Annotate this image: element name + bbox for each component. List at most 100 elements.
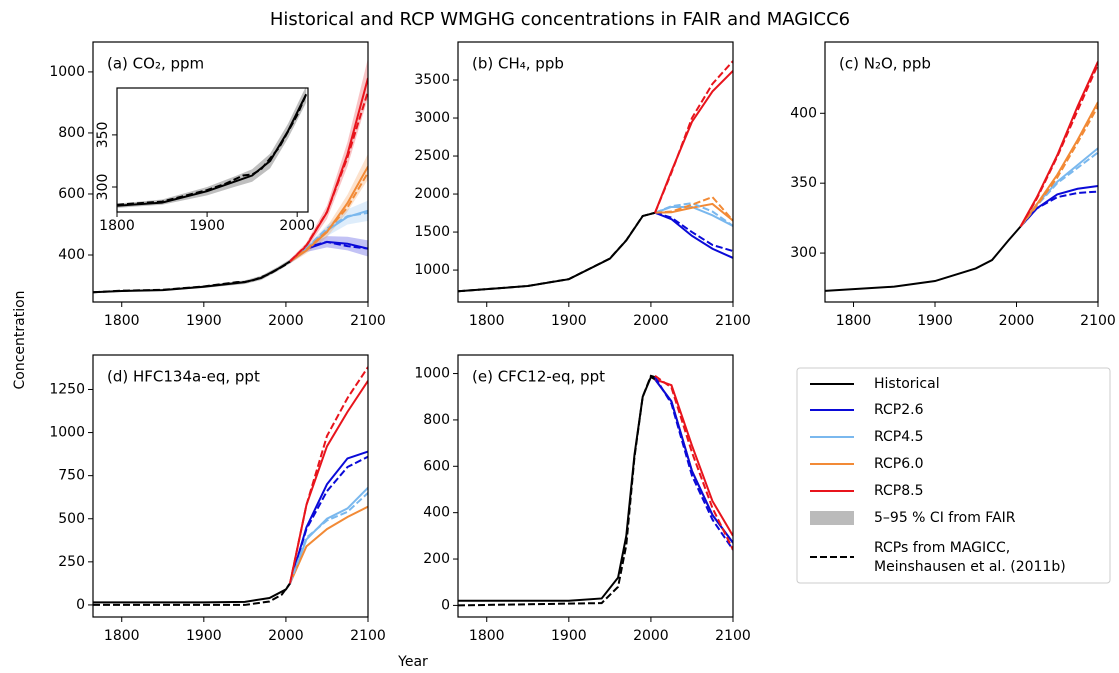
y-tick-label: 2500 [414,148,450,164]
x-tick-label: 1800 [104,628,140,644]
line [289,450,368,584]
line [289,505,368,584]
dashed-line [1019,105,1098,228]
y-tick-label: 200 [423,551,450,567]
frame [824,41,1099,303]
y-tick-label: 1250 [49,381,85,397]
y-tick-label: 3500 [414,72,450,88]
y-tick-label: 250 [58,554,85,570]
y-tick-label: 350 [790,175,817,191]
y-tick-label: 800 [58,125,85,141]
x-tick-label: 2100 [715,313,751,329]
y-tick-label: 1000 [414,366,450,382]
y-tick-label: 400 [790,105,817,121]
y-tick-label: 800 [423,412,450,428]
dashed-line [289,172,368,263]
plot-lines [825,61,1098,292]
dashed-line [289,366,368,584]
panel-title: (d) HFC134a-eq, ppt [107,368,260,386]
y-tick-label: 2000 [414,186,450,202]
panel-title: (a) CO₂, ppm [107,55,204,73]
dashed-line [117,93,308,206]
y-axis-label: Concentration [12,290,28,389]
panel-title: (e) CFC12-eq, ppt [472,368,605,386]
ci-band [93,259,291,293]
dashed-line [1019,63,1098,228]
dashed-line [654,375,733,551]
legend-label: Meinshausen et al. (2011b) [874,559,1066,575]
plot-area [458,355,733,617]
y-tick-label: 300 [790,245,817,261]
legend-label: RCP4.5 [874,429,924,445]
legend-label: RCP2.6 [874,402,924,418]
y-tick-label: 0 [441,597,450,613]
x-tick-label: 1800 [469,628,505,644]
line [654,70,733,214]
plot-area [825,42,1098,302]
x-tick-label: 2000 [268,628,304,644]
plot-lines [458,374,733,607]
line [1019,101,1098,228]
plot-lines [458,60,733,293]
x-tick-label: 1900 [551,628,587,644]
y-tick-label: 0 [76,597,85,613]
x-tick-label: 2100 [350,313,386,329]
dashed-line [1019,151,1098,228]
legend-label: RCPs from MAGICC, [874,540,1010,556]
frame [92,41,369,303]
y-tick-label: 400 [58,247,85,263]
x-tick-label: 2000 [999,313,1035,329]
y-tick-label: 300 [95,174,111,201]
dashed-line [289,91,368,263]
dashed-line [93,582,291,606]
plot-area [93,355,368,617]
legend-label: Historical [874,376,940,392]
dashed-line [654,376,733,551]
panel-title: (c) N₂O, ppb [839,55,931,73]
plot-lines [93,58,368,294]
line [825,225,1022,292]
x-tick-label: 1800 [104,313,140,329]
legend-box [796,367,1111,584]
legend-label: RCP8.5 [874,483,924,499]
x-axis-label: Year [397,654,428,670]
y-tick-label: 500 [58,511,85,527]
x-tick-label: 2100 [350,628,386,644]
y-tick-label: 600 [423,458,450,474]
legend-swatch [810,511,854,525]
frame [457,41,734,303]
x-tick-label: 1800 [99,218,135,234]
line [93,582,291,604]
y-tick-label: 350 [95,122,111,149]
x-tick-label: 1900 [551,313,587,329]
y-tick-label: 400 [423,505,450,521]
frame [116,87,309,213]
dashed-line [654,202,733,227]
x-tick-label: 2100 [1080,313,1116,329]
x-tick-label: 1900 [186,628,222,644]
x-tick-label: 1800 [469,313,505,329]
panel-title: (b) CH₄, ppb [472,55,564,73]
x-tick-label: 1900 [186,313,222,329]
dashed-line [654,195,733,222]
plot-area [458,42,733,302]
y-tick-label: 1000 [49,425,85,441]
y-tick-label: 600 [58,186,85,202]
frame [457,354,734,618]
legend-label: 5–95 % CI from FAIR [874,510,1016,526]
y-tick-label: 3000 [414,110,450,126]
dashed-line [1019,190,1098,228]
x-tick-label: 1800 [836,313,872,329]
dashed-line [654,60,733,214]
plot-lines [93,366,368,606]
figure-title: Historical and RCP WMGHG concentrations … [270,9,850,30]
frame [92,354,369,618]
x-tick-label: 2000 [268,313,304,329]
plot-lines [117,88,308,208]
dashed-line [654,211,733,253]
legend-label: RCP6.0 [874,456,924,472]
dashed-line [458,211,656,293]
dashed-line [289,492,368,584]
